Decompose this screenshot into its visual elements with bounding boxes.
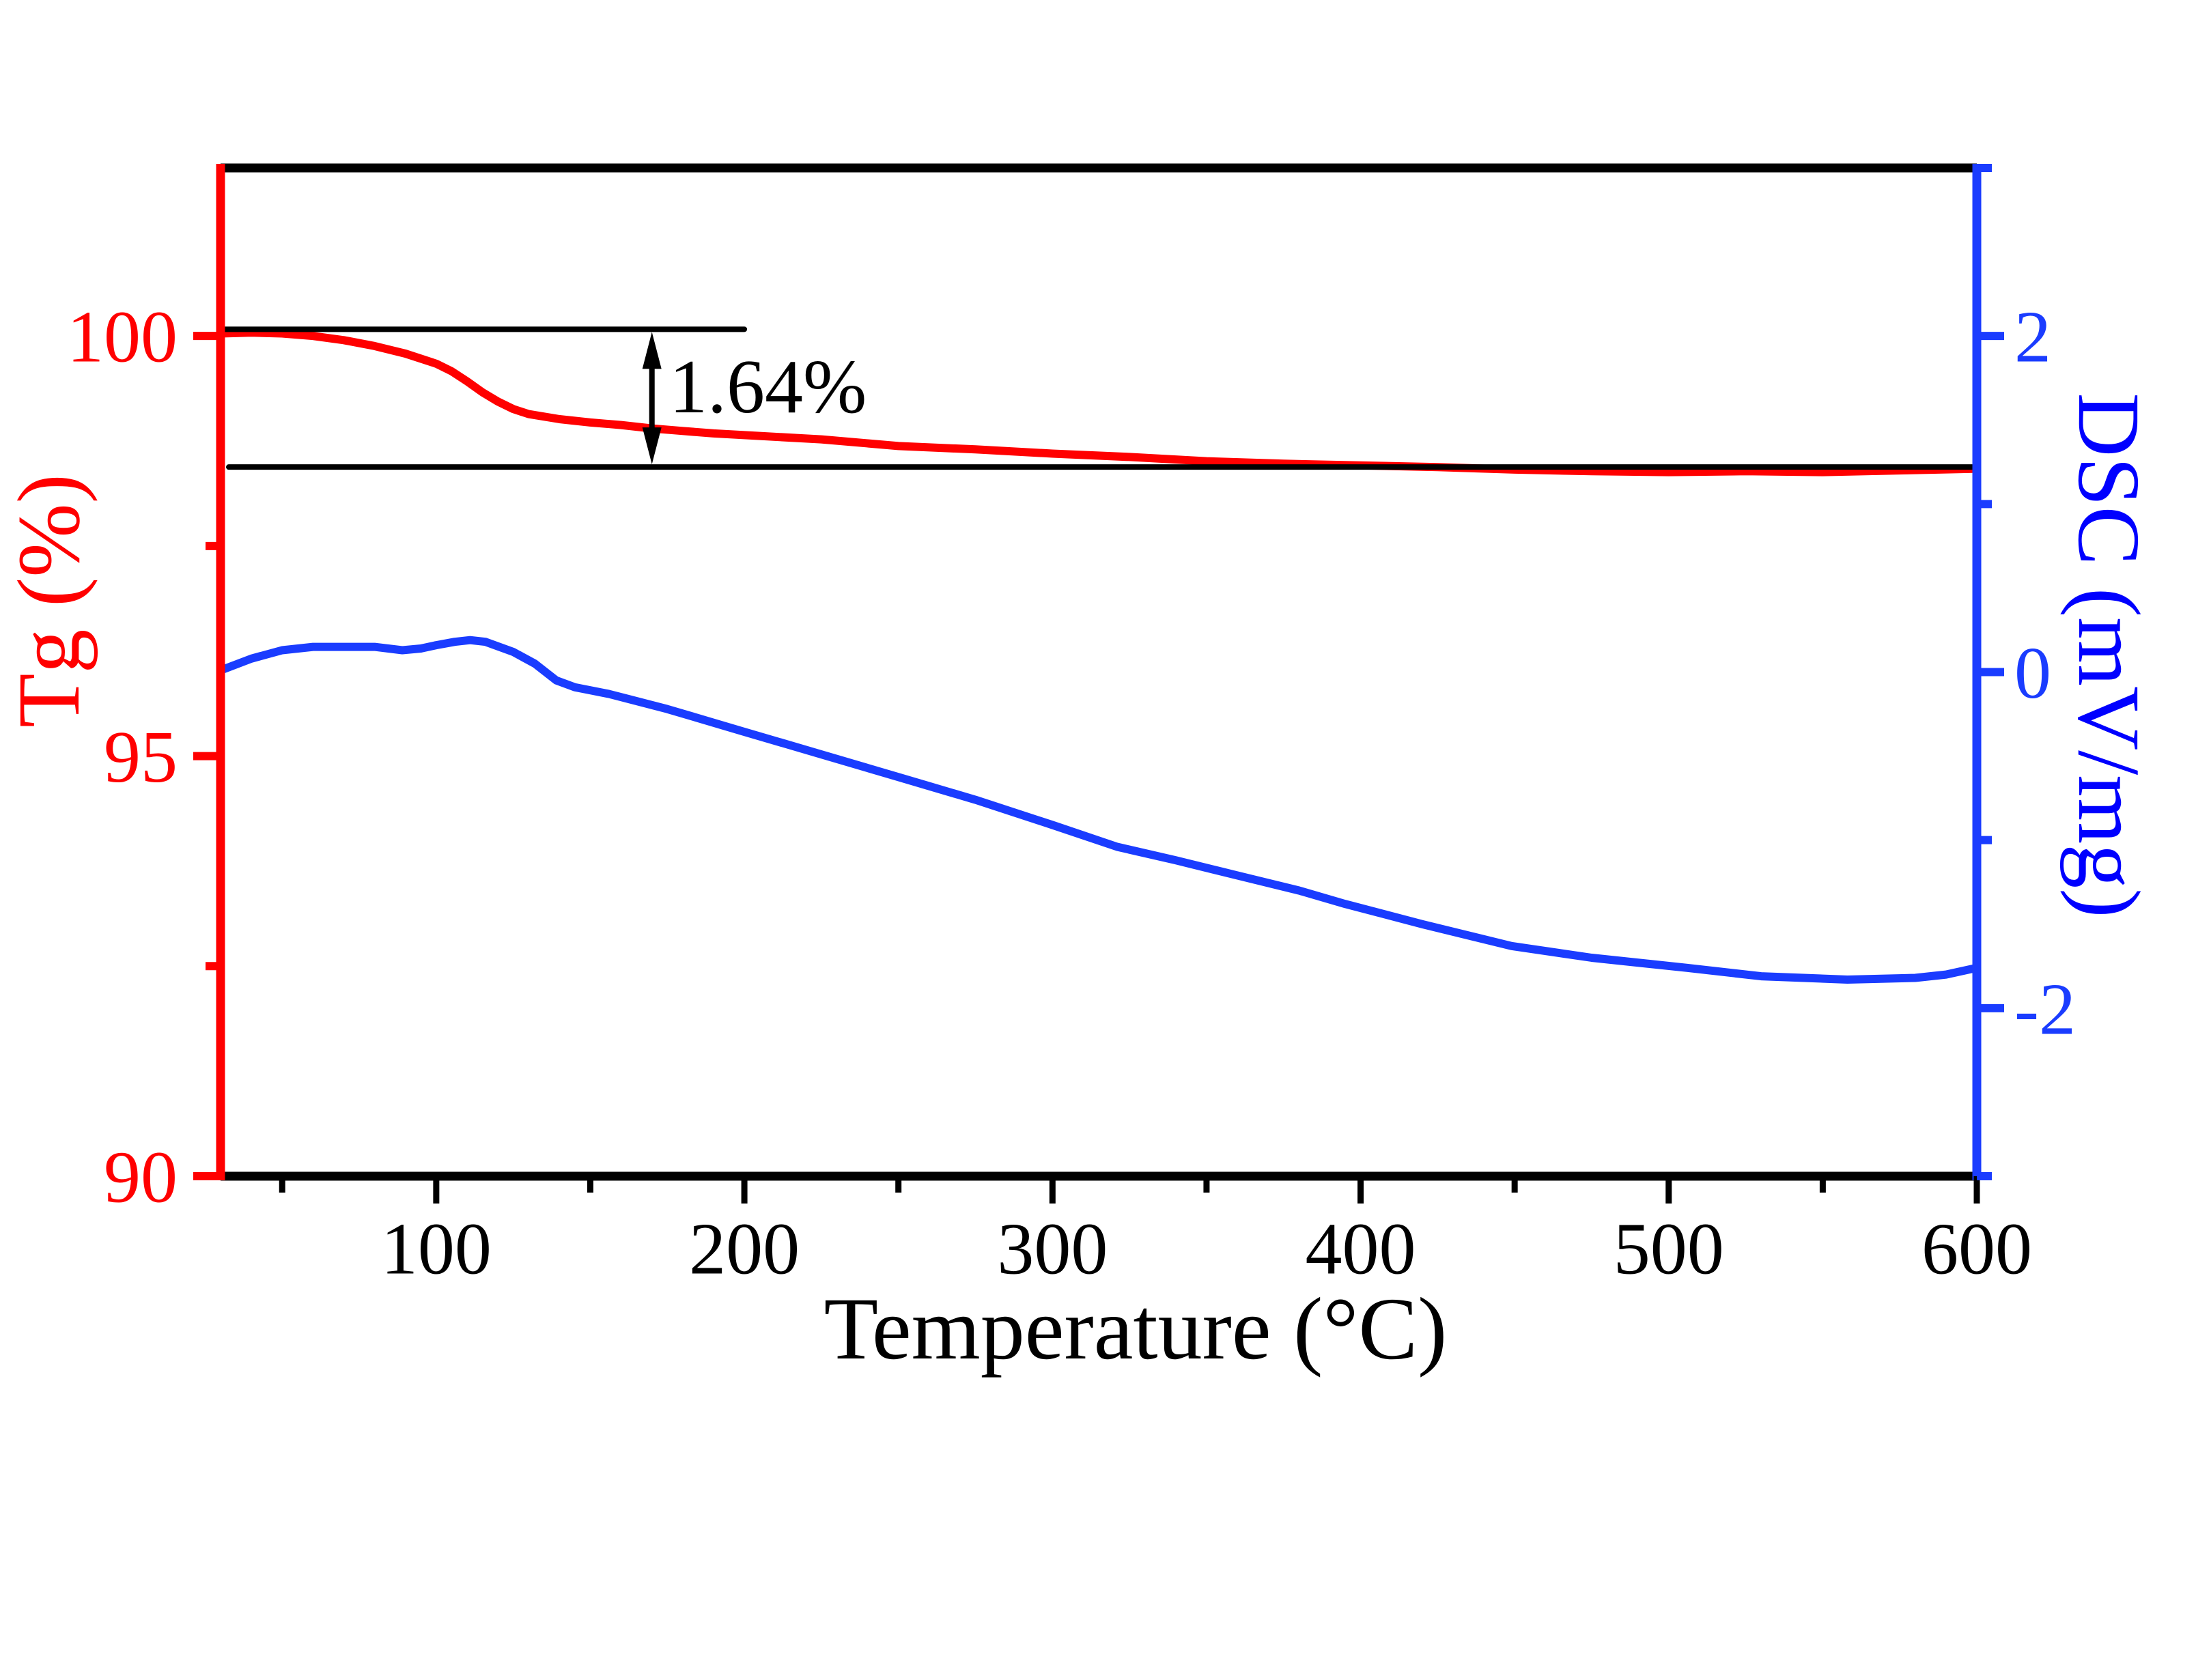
arrow-head-down bbox=[642, 427, 662, 465]
series-line-dsc bbox=[219, 636, 1978, 984]
right-tick-label: 0 bbox=[2014, 633, 2051, 714]
arrow-head-up bbox=[642, 332, 662, 369]
left-tick-label: 90 bbox=[104, 1137, 178, 1219]
tick-labels: 100 200 300 400 500 600 90 95 100 -2 0 2 bbox=[67, 297, 2076, 1290]
left-tick-label: 100 bbox=[67, 297, 178, 378]
x-axis-title: Temperature (°C) bbox=[824, 1280, 1448, 1378]
left-axis-title: Tg (%) bbox=[0, 474, 98, 728]
x-tick-label: 500 bbox=[1614, 1209, 1724, 1290]
mass-loss-label: 1.64% bbox=[669, 345, 867, 429]
right-axis-title: DSC (mV/mg) bbox=[2059, 393, 2158, 917]
x-tick-label: 100 bbox=[381, 1209, 492, 1290]
x-tick-label: 600 bbox=[1922, 1209, 2032, 1290]
left-tick-label: 95 bbox=[104, 717, 178, 798]
right-tick-label: -2 bbox=[2014, 969, 2076, 1050]
x-tick-label: 200 bbox=[689, 1209, 800, 1290]
x-tick-label: 400 bbox=[1306, 1209, 1416, 1290]
right-tick-label: 2 bbox=[2014, 297, 2051, 378]
x-tick-label: 300 bbox=[997, 1209, 1108, 1290]
axis-ticks bbox=[193, 164, 2004, 1204]
mass-loss-annotation bbox=[221, 326, 1977, 470]
